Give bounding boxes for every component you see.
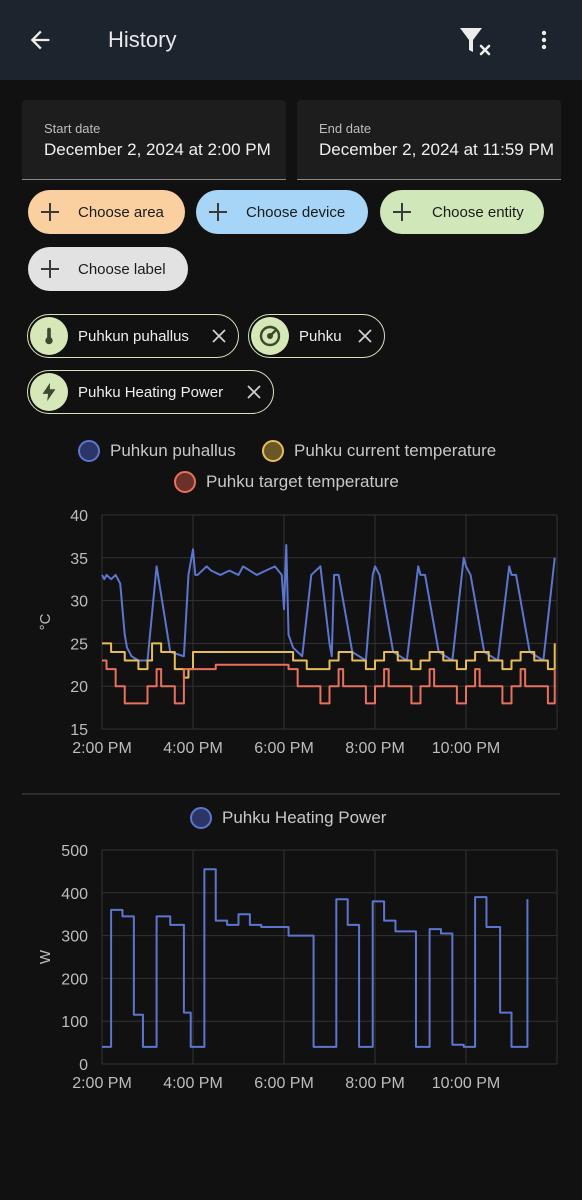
y-tick-label: 20 (70, 679, 88, 696)
legend-puhku-current-temperature[interactable]: Puhku current temperature (262, 440, 496, 462)
legend-label: Puhku current temperature (294, 441, 497, 460)
choose-entity-chip[interactable]: Choose entity (380, 190, 544, 234)
clear-filter-button[interactable] (456, 22, 496, 62)
close-icon[interactable] (356, 327, 374, 345)
legend-puhku-heating-power[interactable]: Puhku Heating Power (190, 807, 386, 829)
y-axis-label: W (37, 949, 54, 964)
top-app-bar: History (0, 0, 582, 80)
legend-puhku-target-temperature[interactable]: Puhku target temperature (174, 471, 399, 493)
start-date-field[interactable]: Start date December 2, 2024 at 2:00 PM (22, 100, 286, 180)
y-tick-label: 40 (70, 508, 88, 525)
plus-icon (392, 202, 412, 222)
end-date-field[interactable]: End date December 2, 2024 at 11:59 PM (297, 100, 561, 180)
dots-vertical-icon (541, 30, 547, 50)
plus-icon (40, 259, 60, 279)
flash-icon (42, 382, 56, 402)
x-tick-label: 4:00 PM (163, 740, 223, 757)
y-tick-label: 30 (70, 594, 88, 611)
choose-entity-label: Choose entity (432, 203, 524, 221)
series-line (101, 543, 556, 662)
series-line (102, 659, 556, 705)
choose-label-chip[interactable]: Choose label (28, 247, 188, 291)
thermometer-icon (45, 327, 53, 345)
page-title: History (108, 27, 177, 52)
y-tick-label: 400 (61, 886, 88, 903)
legend-dot (262, 440, 284, 462)
x-tick-label: 8:00 PM (345, 1075, 405, 1092)
legend-label: Puhku target temperature (206, 472, 399, 491)
y-tick-label: 0 (79, 1057, 88, 1074)
choose-area-label: Choose area (78, 203, 164, 221)
choose-device-chip[interactable]: Choose device (196, 190, 368, 234)
legend-dot (78, 440, 100, 462)
y-tick-label: 15 (70, 722, 88, 739)
arrow-left-icon (30, 30, 50, 50)
x-tick-label: 6:00 PM (254, 740, 314, 757)
close-icon[interactable] (245, 383, 263, 401)
entity-chip-label: Puhku Heating Power (78, 383, 224, 401)
y-tick-label: 500 (61, 843, 88, 860)
close-icon[interactable] (210, 327, 228, 345)
end-date-value: December 2, 2024 at 11:59 PM (319, 140, 554, 159)
power-chart[interactable]: 0 100 200 300 400 500 2:00 PM 4:00 PM 6:00 PM 8:0… (0, 835, 582, 1105)
entity-chip-puhkun-puhallus[interactable]: Puhkun puhallus (27, 314, 239, 358)
x-tick-label: 2:00 PM (72, 740, 132, 757)
overflow-menu-button[interactable] (526, 22, 562, 58)
temperature-chart[interactable]: 15 20 25 30 35 40 2:00 PM 4:00 PM 6:00 PM 8:00 PM… (0, 500, 582, 790)
entity-chip-puhku[interactable]: Puhku (248, 314, 385, 358)
plus-icon (208, 202, 228, 222)
x-tick-label: 8:00 PM (345, 740, 405, 757)
legend-puhkun-puhallus[interactable]: Puhkun puhallus (78, 440, 236, 462)
y-tick-label: 200 (61, 971, 88, 988)
series-line (102, 642, 556, 679)
x-tick-label: 10:00 PM (432, 740, 500, 757)
start-date-label: Start date (44, 121, 101, 136)
legend-dot (190, 807, 212, 829)
series-line (102, 868, 529, 1048)
legend-label: Puhkun puhallus (110, 441, 236, 460)
y-axis-label: °C (37, 613, 54, 630)
choose-device-label: Choose device (246, 203, 346, 221)
legend-dot (174, 471, 196, 493)
entity-chip-puhku-heating-power[interactable]: Puhku Heating Power (27, 370, 274, 414)
thermostat-icon (259, 325, 281, 347)
back-button[interactable] (22, 22, 58, 58)
y-tick-label: 35 (70, 551, 88, 568)
x-tick-label: 10:00 PM (432, 1075, 500, 1092)
choose-area-chip[interactable]: Choose area (28, 190, 185, 234)
x-tick-label: 6:00 PM (254, 1075, 314, 1092)
entity-chip-label: Puhkun puhallus (78, 327, 189, 345)
y-tick-label: 25 (70, 636, 88, 653)
y-tick-label: 100 (61, 1014, 88, 1031)
y-tick-label: 300 (61, 929, 88, 946)
x-tick-label: 4:00 PM (163, 1075, 223, 1092)
filter-remove-icon (460, 28, 491, 56)
x-tick-label: 2:00 PM (72, 1075, 132, 1092)
choose-label-label: Choose label (78, 260, 166, 278)
end-date-label: End date (319, 121, 372, 136)
plus-icon (40, 202, 60, 222)
chart-divider (22, 793, 560, 795)
start-date-value: December 2, 2024 at 2:00 PM (44, 140, 271, 159)
legend-label: Puhku Heating Power (222, 808, 387, 827)
entity-chip-label: Puhku (299, 327, 342, 345)
